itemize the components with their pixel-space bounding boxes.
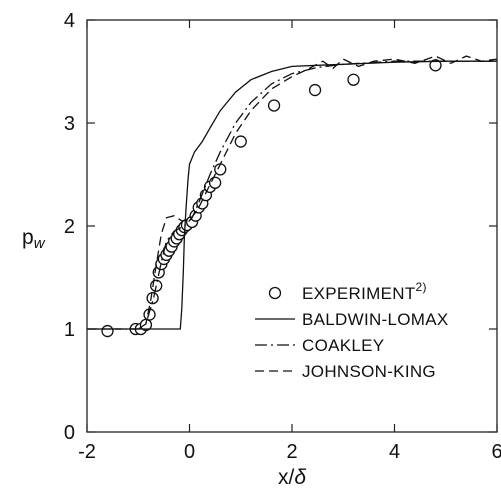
y-tick-label: 0 bbox=[64, 422, 75, 444]
y-tick-label: 1 bbox=[64, 319, 75, 341]
legend-label: JOHNSON-KING bbox=[302, 362, 436, 381]
experiment-point bbox=[234, 135, 247, 148]
x-tick-label: 0 bbox=[184, 441, 195, 463]
experiment-point bbox=[101, 324, 114, 338]
series-line-baldwin-lomax bbox=[87, 60, 497, 330]
legend-label: COAKLEY bbox=[302, 336, 384, 355]
experiment-point bbox=[308, 83, 322, 97]
x-tick-label: 6 bbox=[491, 441, 501, 463]
experiment-point bbox=[429, 59, 442, 72]
y-tick-label: 4 bbox=[64, 10, 75, 32]
series-line-johnson-king bbox=[87, 55, 498, 330]
y-tick-label: 3 bbox=[64, 113, 75, 135]
experiment-point bbox=[150, 279, 163, 292]
x-tick-label: 4 bbox=[389, 441, 400, 463]
chart-marks bbox=[87, 55, 498, 338]
legend-symbol-experiment bbox=[268, 286, 282, 300]
experiment-point bbox=[347, 73, 360, 86]
y-axis-label: pw bbox=[22, 226, 46, 252]
experiment-point bbox=[208, 176, 222, 189]
legend-label: EXPERIMENT2) bbox=[302, 280, 427, 303]
legend: EXPERIMENT2) BALDWIN-LOMAX COAKLEY JOHNSON-… bbox=[255, 280, 449, 381]
x-axis-label: x/δ bbox=[278, 466, 306, 489]
y-tick-label: 2 bbox=[64, 216, 75, 238]
legend-label: BALDWIN-LOMAX bbox=[302, 310, 449, 329]
series-line-coakley bbox=[87, 60, 497, 330]
x-tick-label: 2 bbox=[286, 441, 297, 463]
x-tick-label: -2 bbox=[78, 441, 96, 463]
axis-ticks bbox=[86, 19, 498, 433]
experiment-point bbox=[267, 99, 281, 112]
